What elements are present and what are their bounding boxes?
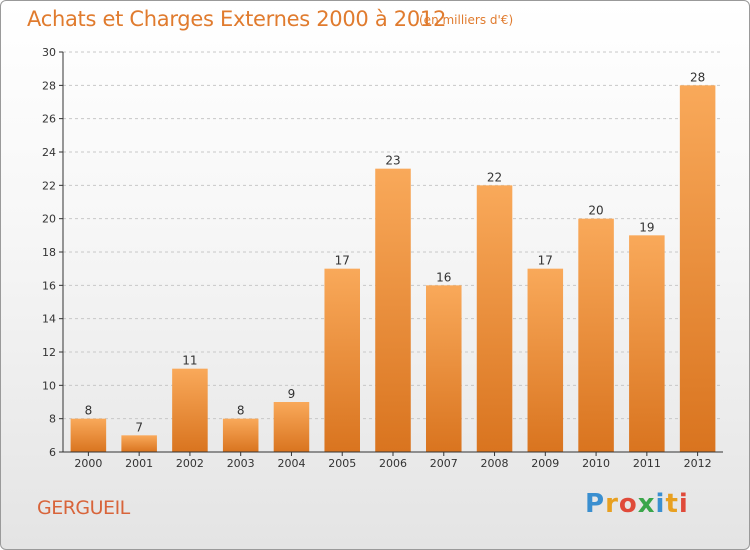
bar-value-label: 17 <box>538 254 553 268</box>
y-tick-label: 6 <box>49 446 56 459</box>
bar <box>476 185 513 453</box>
bar <box>375 168 411 452</box>
x-tick-label: 2009 <box>531 457 559 470</box>
bar-value-label: 8 <box>85 404 93 418</box>
logo-letter: P <box>585 489 606 519</box>
y-tick-label: 8 <box>49 413 56 426</box>
bar-value-label: 16 <box>436 270 451 284</box>
y-tick-label: 28 <box>42 79 56 92</box>
bar-value-label: 9 <box>288 387 296 401</box>
logo-letter: i <box>655 489 666 519</box>
y-tick-label: 30 <box>42 46 56 59</box>
y-tick-label: 18 <box>42 246 56 259</box>
bar <box>578 218 614 452</box>
bar <box>121 435 157 452</box>
place-name: GERGUEIL <box>37 497 130 519</box>
x-tick-label: 2005 <box>328 457 356 470</box>
bar <box>273 402 310 452</box>
chart-subtitle: (en milliers d'€) <box>419 13 514 27</box>
y-tick-label: 22 <box>42 179 56 192</box>
x-tick-label: 2000 <box>74 457 102 470</box>
x-tick-label: 2008 <box>481 457 509 470</box>
bar <box>426 285 462 452</box>
logo-letter: r <box>605 489 619 519</box>
x-tick-label: 2006 <box>379 457 407 470</box>
chart-title: Achats et Charges Externes 2000 à 2012 <box>27 7 447 31</box>
y-tick-label: 24 <box>42 146 56 159</box>
proxiti-logo[interactable]: Proxiti <box>585 489 689 519</box>
y-tick-label: 10 <box>42 379 56 392</box>
y-tick-label: 12 <box>42 346 56 359</box>
bar-value-label: 11 <box>182 354 197 368</box>
x-tick-label: 2002 <box>176 457 204 470</box>
bar-value-label: 28 <box>690 70 705 84</box>
x-tick-label: 2004 <box>277 457 305 470</box>
bar-value-label: 8 <box>237 404 245 418</box>
bar-value-label: 7 <box>135 420 143 434</box>
y-tick-label: 14 <box>42 313 56 326</box>
bar <box>324 268 360 452</box>
x-tick-label: 2010 <box>582 457 610 470</box>
x-tick-label: 2011 <box>633 457 661 470</box>
bar <box>172 368 208 452</box>
y-tick-label: 16 <box>42 279 56 292</box>
bar <box>527 268 564 452</box>
logo-letter: x <box>637 489 656 519</box>
y-tick-label: 26 <box>42 113 56 126</box>
bar <box>222 418 259 452</box>
logo-letter: i <box>678 489 689 519</box>
bar <box>679 85 716 452</box>
y-tick-label: 20 <box>42 213 56 226</box>
logo-letter: o <box>618 489 638 519</box>
bar-value-label: 19 <box>639 220 654 234</box>
bar-value-label: 17 <box>335 254 350 268</box>
x-tick-label: 2007 <box>430 457 458 470</box>
x-tick-label: 2003 <box>227 457 255 470</box>
x-tick-label: 2001 <box>125 457 153 470</box>
x-tick-label: 2012 <box>684 457 712 470</box>
bar-value-label: 20 <box>588 204 603 218</box>
logo-letter: t <box>665 489 679 519</box>
bar-value-label: 23 <box>385 154 400 168</box>
bar <box>70 418 107 452</box>
bar <box>629 235 665 452</box>
bar-value-label: 22 <box>487 170 502 184</box>
